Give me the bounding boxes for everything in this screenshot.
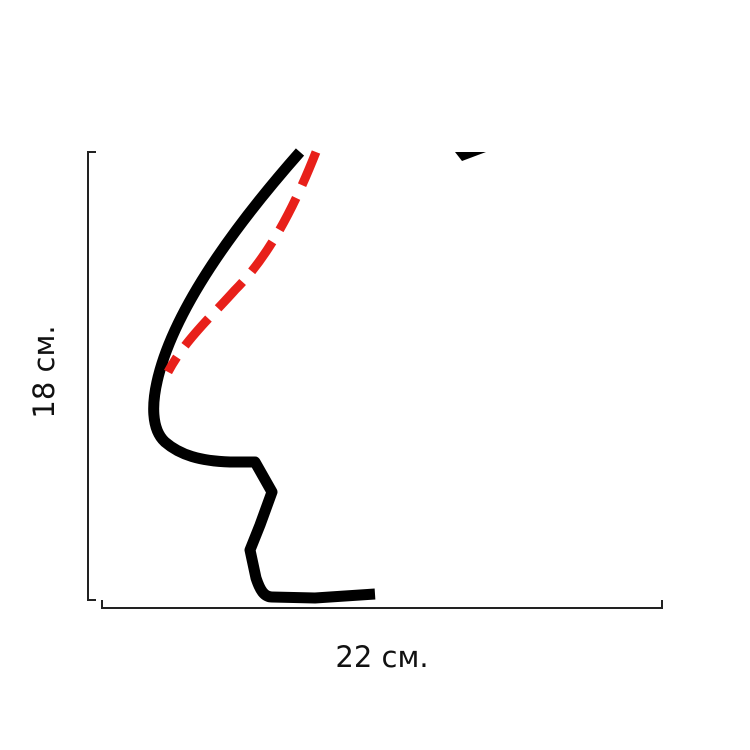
nose-profile [148, 148, 376, 604]
brow-mark [455, 152, 486, 161]
width-bracket [101, 600, 663, 609]
width-label: 22 см. [335, 640, 428, 674]
height-label: 18 см. [27, 325, 61, 418]
corrected-profile [164, 150, 321, 375]
height-bracket [87, 151, 96, 601]
